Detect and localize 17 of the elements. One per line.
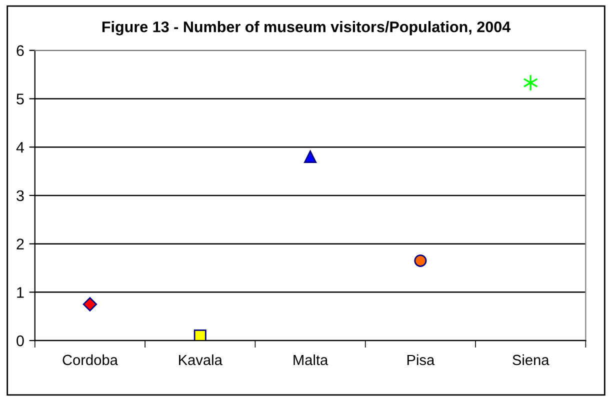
point (414, 254, 427, 267)
point (82, 297, 98, 312)
y-tick-label: 0 (16, 335, 24, 346)
y-tick-label: 4 (16, 142, 24, 153)
point (194, 329, 206, 341)
x-tick-label: Cordoba (62, 354, 118, 366)
x-tick-label: Siena (512, 354, 550, 366)
y-tick-label: 3 (16, 190, 24, 202)
y-tick-label: 5 (16, 94, 24, 104)
y-tick-label: 1 (17, 287, 24, 298)
chart-title: Figure 13 - Number of museum visitors/Population, 2004 (102, 21, 511, 36)
x-tick-label: Malta (294, 354, 328, 366)
y-tick-label: 6 (16, 45, 24, 56)
x-tick-label: Pisa (407, 354, 435, 366)
x-tick-label: Kavala (179, 354, 222, 366)
y-tick-label: 2 (16, 238, 24, 250)
point (304, 150, 317, 164)
